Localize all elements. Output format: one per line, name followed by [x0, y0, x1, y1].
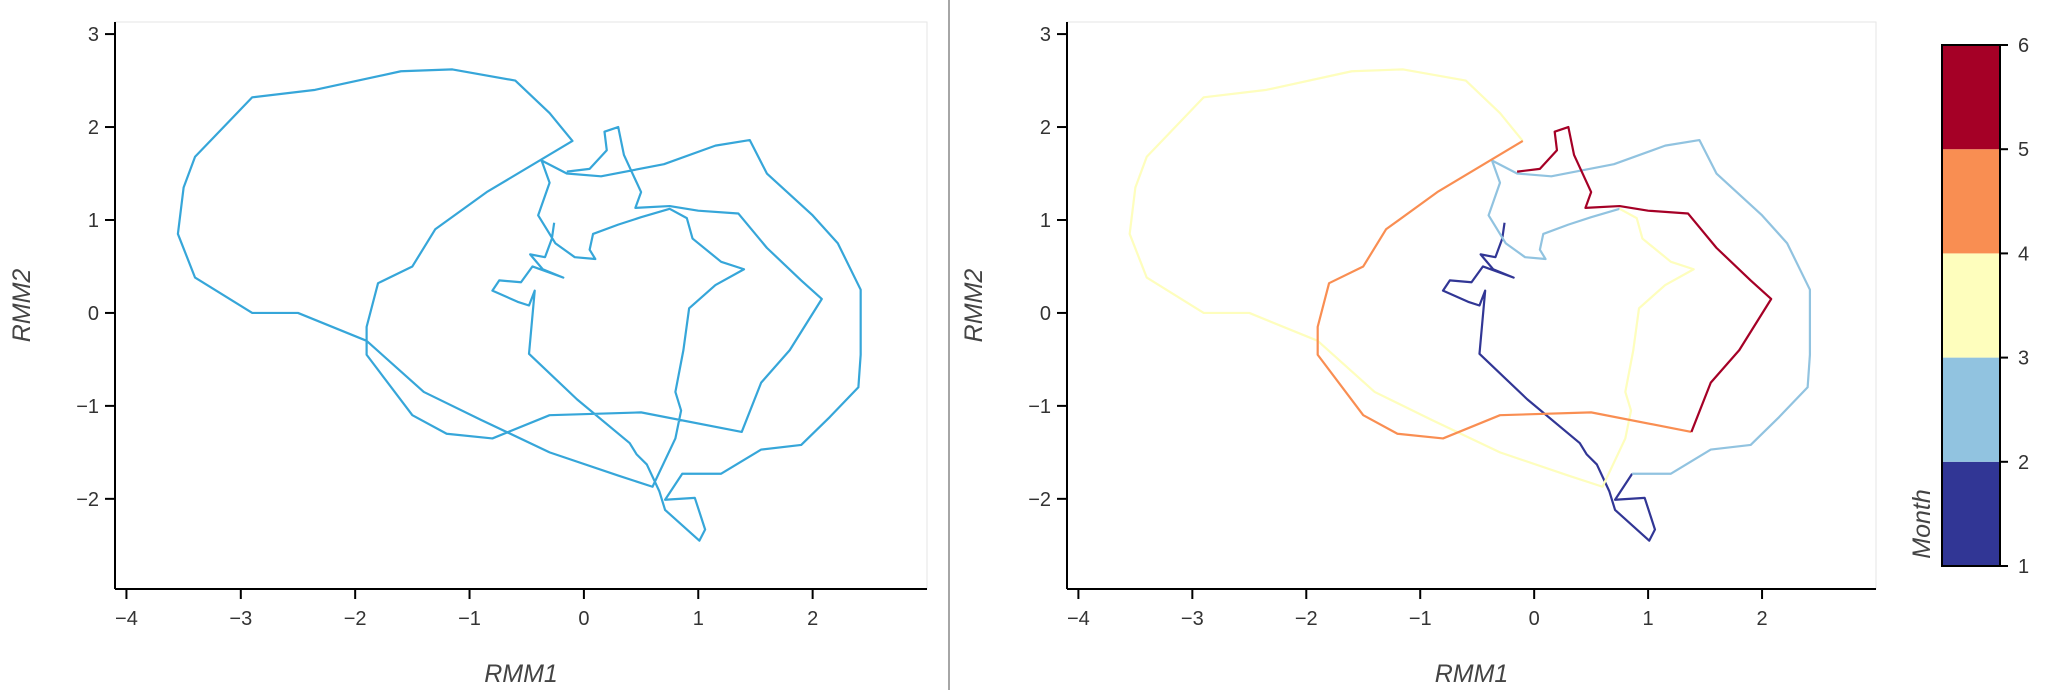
colorbar-bin — [1942, 253, 2000, 358]
colorbar-bin — [1942, 357, 2000, 462]
plot-frame — [114, 21, 928, 590]
x-axis-label: RMM1 — [1435, 660, 1509, 688]
y-tick-label: 0 — [1040, 303, 1051, 325]
colorbar-tick-label: 6 — [2018, 35, 2029, 57]
x-tick-label: −1 — [458, 608, 481, 630]
y-tick-label: 1 — [1040, 210, 1051, 232]
x-tick-label: 1 — [693, 608, 704, 630]
y-tick-label: 3 — [88, 24, 99, 46]
y-axis-label: RMM2 — [960, 269, 988, 343]
trajectory-line — [1441, 222, 1657, 542]
x-axis-label: RMM1 — [484, 660, 558, 688]
x-tick-label: −3 — [229, 608, 252, 630]
y-tick-label: −2 — [1028, 489, 1051, 511]
y-tick-label: 2 — [88, 117, 99, 139]
y-tick-label: 3 — [1040, 24, 1051, 46]
x-tick-label: −3 — [1181, 608, 1204, 630]
trajectory-line — [1516, 125, 1773, 433]
x-tick-label: −4 — [1067, 608, 1090, 630]
y-tick-label: −2 — [76, 489, 99, 511]
trajectory-line — [1487, 138, 1812, 475]
colorbar-tick-label: 5 — [2018, 139, 2029, 161]
x-tick-label: −2 — [1295, 608, 1318, 630]
colorbar-tick-label: 4 — [2018, 243, 2029, 265]
x-tick-label: 1 — [1643, 608, 1654, 630]
y-tick-label: 2 — [1040, 117, 1051, 139]
colorbar-tick-label: 2 — [2018, 452, 2029, 474]
colorbar-bin — [1942, 461, 2000, 566]
colorbar-frame — [1941, 44, 2001, 567]
trajectory-line — [1316, 140, 1692, 440]
colorbar-bin — [1942, 149, 2000, 254]
colorbar-bin — [1942, 45, 2000, 150]
x-tick-label: 0 — [578, 608, 589, 630]
x-tick-label: −1 — [1409, 608, 1432, 630]
x-tick-label: −4 — [115, 608, 138, 630]
y-axis-label: RMM2 — [8, 269, 36, 343]
colorbar-tick-label: 3 — [2018, 348, 2029, 370]
trajectory-line — [176, 68, 862, 542]
x-tick-label: 2 — [807, 608, 818, 630]
trajectory-line — [1128, 68, 1695, 488]
y-tick-label: 0 — [88, 303, 99, 325]
colorbar-tick-label: 1 — [2018, 556, 2029, 578]
x-tick-label: −2 — [344, 608, 367, 630]
y-tick-label: −1 — [76, 396, 99, 418]
x-tick-label: 0 — [1529, 608, 1540, 630]
y-tick-label: −1 — [1028, 396, 1051, 418]
plot-frame — [1066, 21, 1877, 590]
colorbar-label: Month — [1908, 489, 1936, 558]
x-tick-label: 2 — [1756, 608, 1767, 630]
y-tick-label: 1 — [88, 210, 99, 232]
